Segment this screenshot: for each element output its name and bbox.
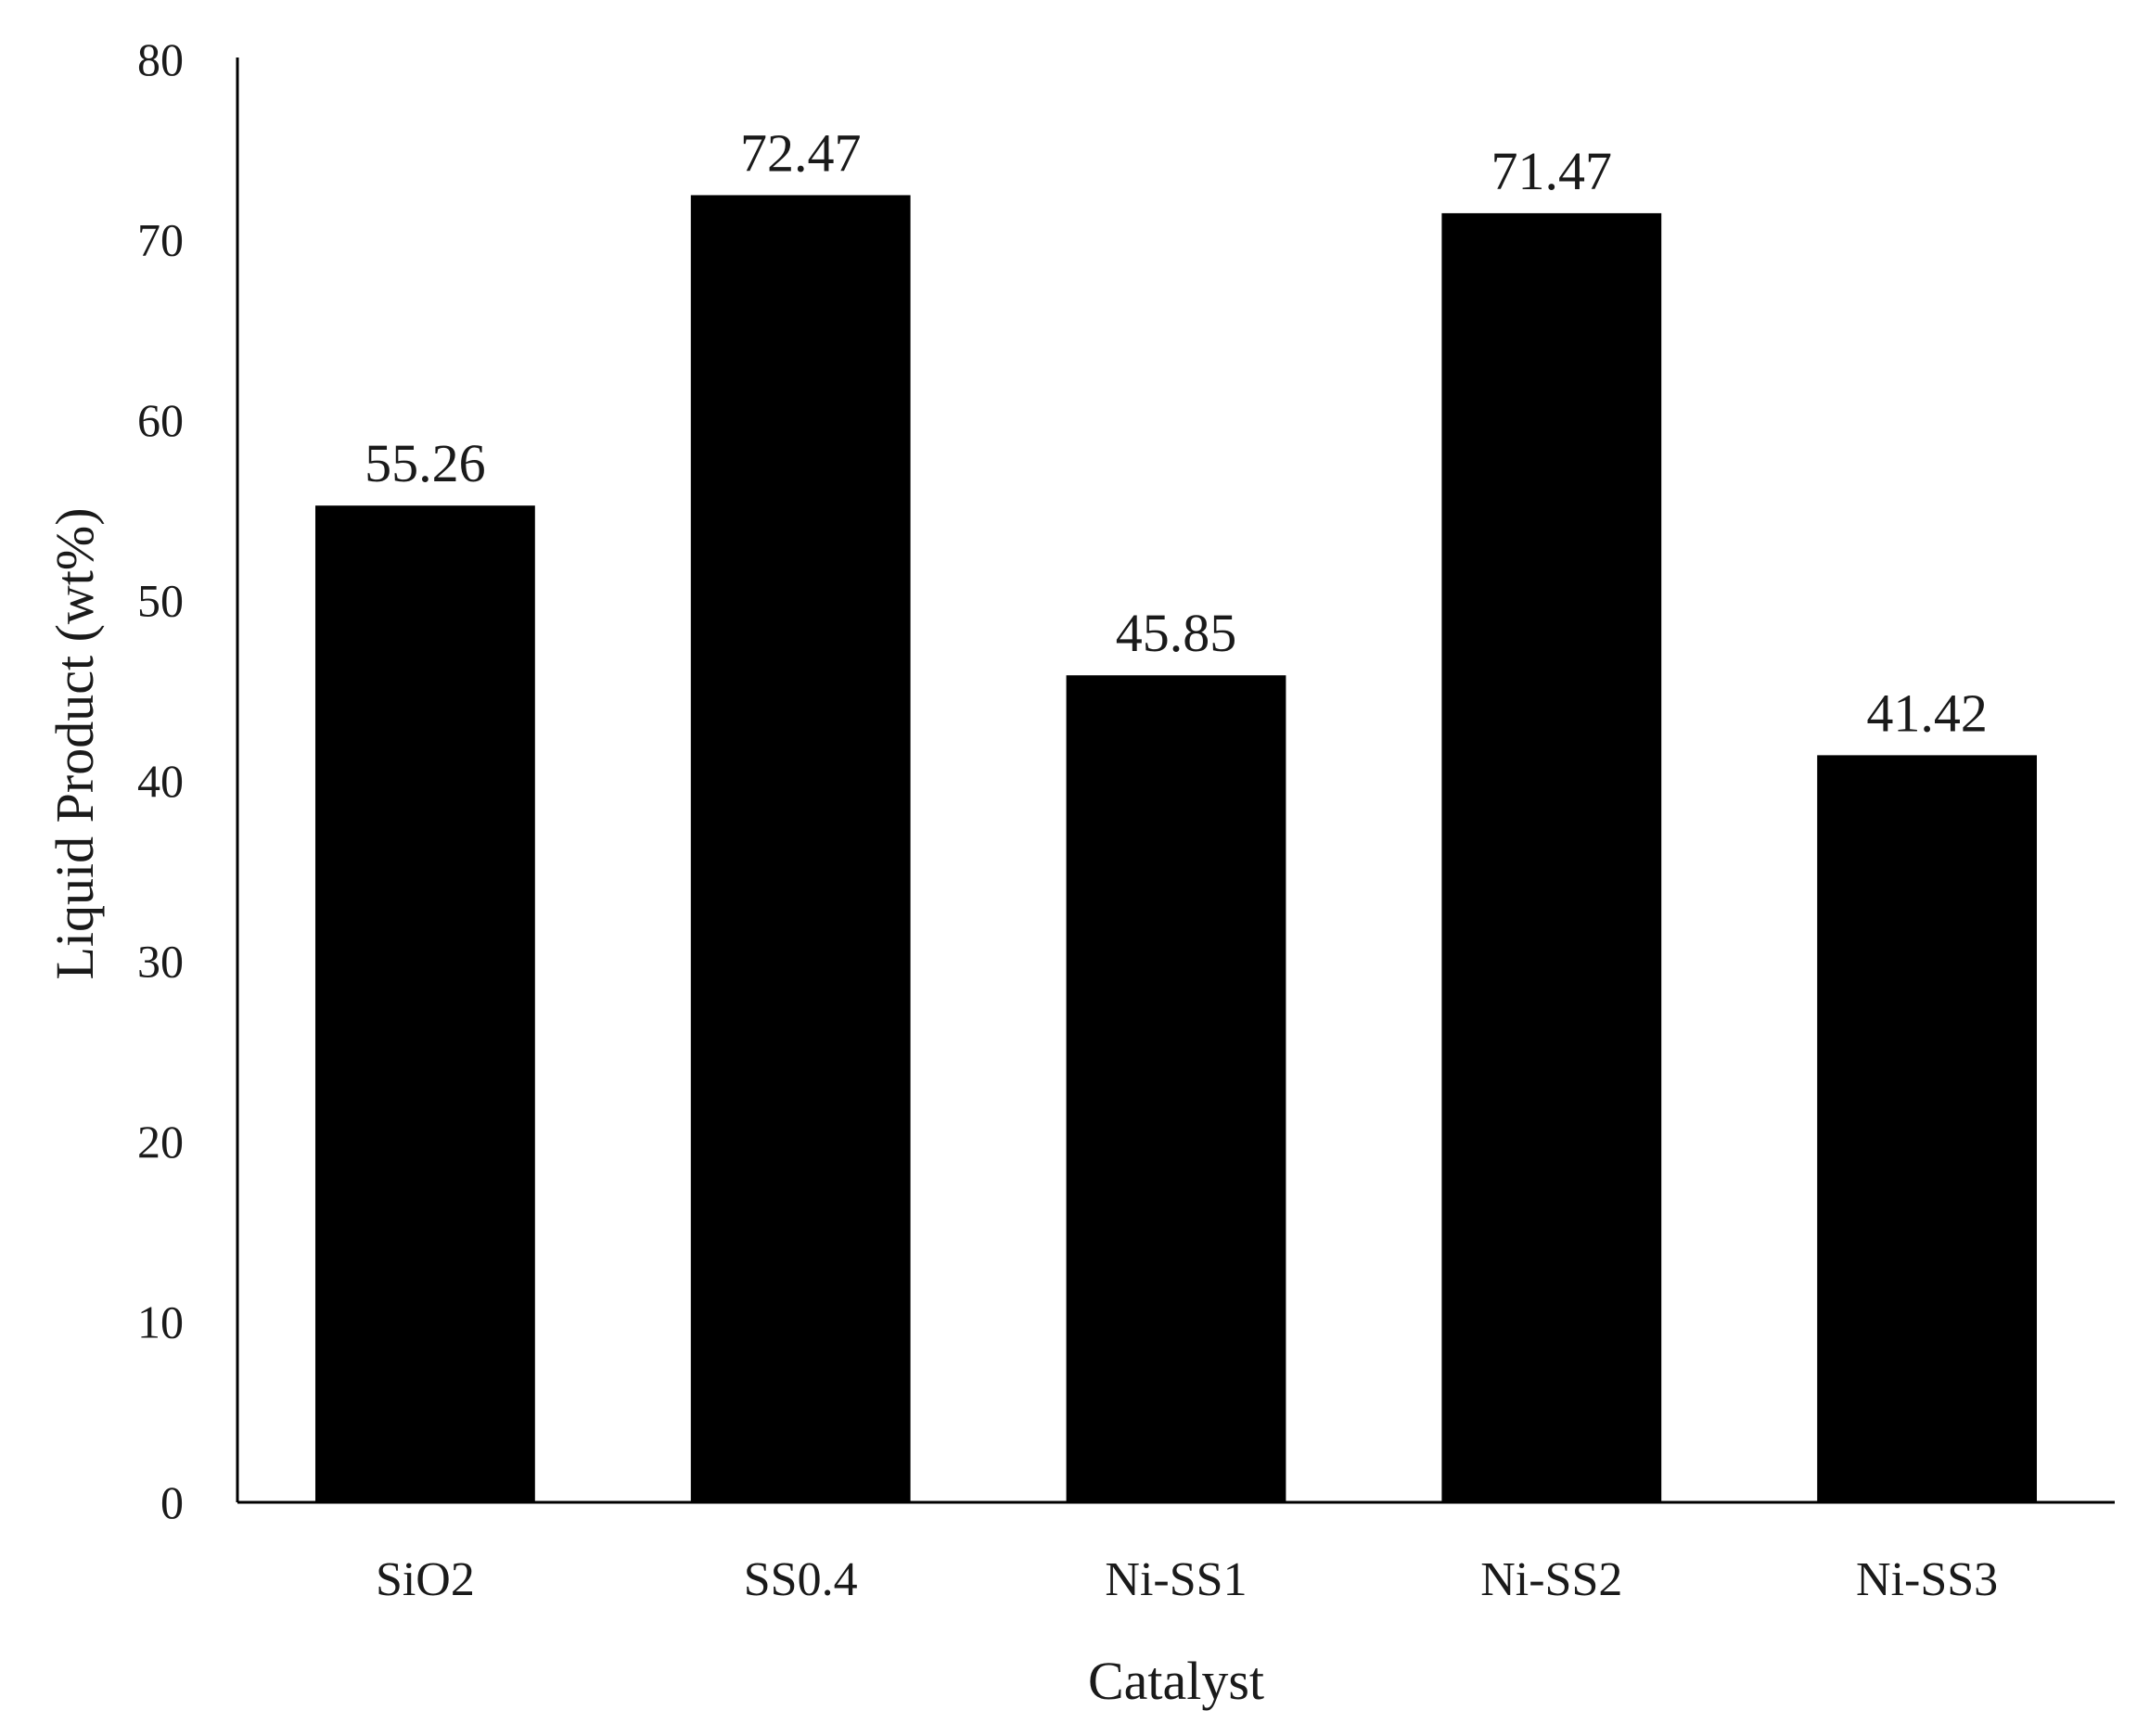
y-axis-ticks: 0 10 20 30 40 50 60 70 80 (137, 33, 184, 1528)
bar (1441, 212, 1662, 1503)
bar-data-label: 55.26 (365, 433, 486, 493)
x-tick-label: Ni-SS2 (1480, 1553, 1622, 1606)
bar-data-label: 45.85 (1116, 603, 1237, 663)
y-tick-label: 30 (137, 936, 184, 988)
y-tick-label: 50 (137, 575, 184, 627)
bar (1817, 755, 2038, 1502)
bar-data-label: 72.47 (740, 122, 862, 183)
y-tick-label: 0 (160, 1476, 184, 1528)
bar-data-label: 41.42 (1866, 683, 1988, 743)
x-axis-tick-labels: SiO2 SS0.4 Ni-SS1 Ni-SS2 Ni-SS3 (376, 1553, 1998, 1606)
bar (690, 195, 911, 1502)
y-tick-label: 80 (137, 33, 184, 85)
y-tick-label: 10 (137, 1296, 184, 1348)
bars-group (314, 195, 2038, 1503)
x-tick-label: SiO2 (376, 1553, 475, 1606)
x-axis-title: Catalyst (1088, 1651, 1264, 1711)
y-tick-label: 40 (137, 755, 184, 807)
y-axis-title: Liquid Product (wt%) (45, 507, 105, 979)
y-tick-label: 20 (137, 1116, 184, 1168)
bar (314, 505, 535, 1502)
bar-data-label: 71.47 (1491, 141, 1613, 201)
data-labels-group: 55.26 72.47 45.85 71.47 41.42 (365, 122, 1988, 743)
x-tick-label: Ni-SS1 (1105, 1553, 1247, 1606)
y-tick-label: 70 (137, 214, 184, 266)
x-tick-label: SS0.4 (744, 1553, 858, 1606)
x-tick-label: Ni-SS3 (1856, 1553, 1998, 1606)
bar (1066, 675, 1286, 1502)
y-tick-label: 60 (137, 394, 184, 446)
